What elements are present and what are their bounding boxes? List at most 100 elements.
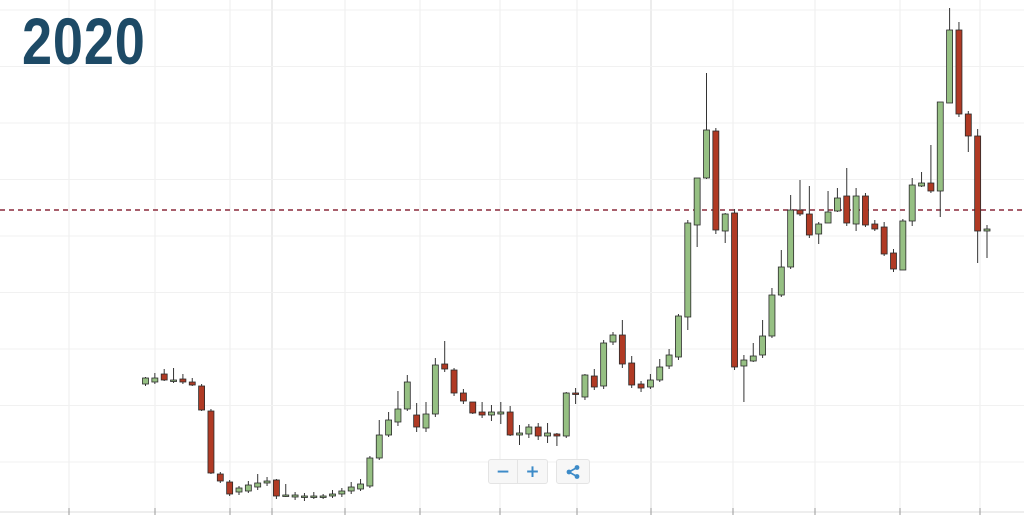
candle-body-up: [394, 408, 402, 423]
candle: [590, 369, 598, 390]
candle: [946, 8, 953, 104]
candle: [207, 409, 215, 474]
candle: [647, 374, 654, 389]
candle-body-up: [983, 228, 991, 232]
candle-body-up: [170, 379, 177, 382]
candle-body-down: [628, 362, 636, 386]
candle: [609, 332, 617, 345]
candle-body-up: [516, 432, 523, 436]
candle-body-up: [740, 359, 748, 367]
candle-body-up: [142, 377, 149, 385]
candle-body-up: [244, 484, 252, 492]
candle-body-up: [403, 381, 411, 410]
candle: [834, 188, 841, 212]
candle: [516, 425, 523, 445]
candle-body-up: [581, 374, 589, 398]
candle-body-up: [824, 211, 832, 224]
candle: [534, 423, 542, 440]
candle-body-up: [254, 482, 262, 488]
candle-body-up: [282, 494, 290, 497]
candle-body-down: [964, 113, 972, 137]
candle: [675, 314, 682, 360]
candle: [160, 369, 168, 381]
candle: [226, 480, 234, 496]
candle-body-up: [834, 197, 841, 212]
candle-body-up: [647, 379, 654, 388]
candle: [796, 180, 804, 216]
candle: [983, 225, 991, 258]
candle-body-up: [815, 223, 823, 235]
candle: [478, 402, 486, 418]
zoom-in-button[interactable]: +: [518, 459, 548, 484]
candle-body-up: [899, 220, 907, 271]
candle-body-up: [488, 411, 495, 416]
candle-body-down: [216, 473, 224, 482]
candle-body-up: [852, 195, 860, 225]
candle-body-down: [469, 401, 477, 414]
candle-body-up: [357, 483, 364, 490]
candle-body-up: [151, 377, 159, 383]
candle: [862, 193, 869, 227]
chart-title: 2020: [22, 4, 146, 78]
candle-body-up: [703, 129, 710, 179]
candle: [600, 340, 608, 389]
candle: [216, 472, 224, 483]
candle: [712, 128, 720, 234]
candle: [684, 220, 692, 330]
candle: [974, 129, 982, 263]
candle-body-up: [665, 354, 673, 367]
candle-body-up: [329, 493, 336, 497]
candle-body-up: [422, 413, 430, 429]
candle: [188, 378, 196, 386]
candles-group: [142, 8, 991, 501]
candle-body-up: [347, 486, 355, 492]
candle-body-down: [478, 411, 486, 416]
candle-body-up: [375, 434, 383, 459]
candle: [375, 420, 383, 460]
candle-body-down: [413, 414, 421, 428]
candle-body-down: [160, 373, 168, 381]
candle-body-down: [871, 223, 879, 230]
candle-body-up: [908, 184, 916, 222]
candle: [301, 493, 308, 501]
candle: [637, 381, 645, 392]
candle-body-down: [450, 369, 458, 394]
candle-body-down: [198, 385, 206, 411]
candle: [272, 479, 280, 499]
candle: [908, 178, 916, 226]
candle: [964, 111, 972, 152]
candle: [403, 375, 411, 411]
candle-body-down: [805, 213, 813, 236]
candle: [618, 320, 626, 368]
candle: [469, 401, 477, 414]
candle-body-up: [431, 364, 439, 415]
share-icon: [566, 464, 580, 479]
candle: [871, 220, 879, 231]
candle-body-up: [721, 213, 729, 232]
candle: [347, 482, 355, 494]
candle-body-down: [572, 392, 579, 395]
candle-body-up: [768, 294, 776, 337]
zoom-out-button[interactable]: −: [488, 459, 518, 484]
candle: [198, 384, 206, 411]
candle-body-down: [927, 182, 935, 192]
candle-body-up: [366, 457, 374, 487]
candle-body-up: [675, 315, 682, 358]
candle: [366, 456, 374, 488]
candle: [777, 250, 785, 297]
candle: [768, 288, 776, 338]
candle: [431, 358, 439, 417]
candle-body-up: [918, 182, 925, 187]
candle: [852, 188, 860, 231]
candle-body-down: [179, 378, 187, 383]
candle-body-up: [777, 266, 785, 296]
share-button[interactable]: [556, 459, 590, 484]
candle: [179, 374, 187, 384]
candle-body-down: [843, 195, 851, 224]
candle: [525, 424, 533, 438]
candle: [955, 22, 963, 117]
candle: [740, 355, 748, 402]
candle-body-up: [759, 335, 766, 356]
